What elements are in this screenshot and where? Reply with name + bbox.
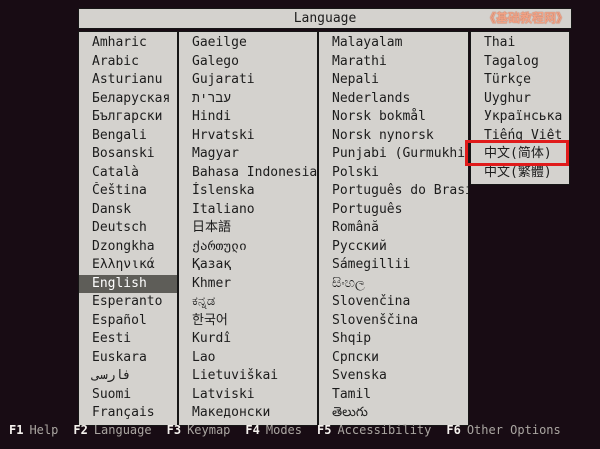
fkey-item-f5[interactable]: F5 Accessibility: [317, 423, 431, 437]
language-item[interactable]: Bengali: [92, 127, 147, 143]
language-item[interactable]: Magyar: [192, 146, 239, 161]
language-item[interactable]: Norsk nynorsk: [332, 127, 434, 143]
dialog-title: Language: [293, 11, 357, 26]
language-item[interactable]: Nepali: [332, 72, 379, 87]
language-item[interactable]: Bahasa Indonesia: [192, 164, 317, 180]
fkey-label: Accessibility: [337, 423, 432, 437]
fkey-label: Language: [93, 423, 152, 437]
language-item[interactable]: Português do Brasil: [332, 183, 468, 198]
function-key-bar: F1 Help F2 Language F3 Keymap F4 Modes F5 Accessi…: [9, 423, 599, 437]
language-item[interactable]: සිංහල: [332, 275, 365, 291]
fkey-key: F5: [317, 423, 332, 437]
language-item[interactable]: Galego: [192, 53, 239, 69]
language-item[interactable]: ქართული: [192, 238, 247, 254]
language-item[interactable]: Türkçe: [484, 72, 531, 87]
language-item[interactable]: Hindi: [192, 109, 232, 124]
fkey-key: F4: [245, 423, 260, 437]
language-item[interactable]: Amharic: [92, 35, 147, 50]
language-item[interactable]: English: [79, 274, 177, 293]
language-item[interactable]: Tagalog: [484, 53, 539, 69]
language-item[interactable]: Русский: [332, 238, 387, 254]
language-item[interactable]: 中文(繁體): [484, 164, 552, 180]
language-item[interactable]: Tiếng Việt: [484, 127, 563, 143]
language-item[interactable]: Gaeilge: [192, 35, 247, 50]
language-item[interactable]: Português: [332, 201, 403, 217]
language-item[interactable]: Svenska: [332, 368, 387, 383]
language-item[interactable]: Euskara: [92, 349, 147, 365]
language-item[interactable]: Deutsch: [92, 220, 147, 235]
language-item[interactable]: Thai: [484, 35, 516, 50]
language-column-3: Malayalam Marathi Nepali Nederlands Norsk bo…: [318, 31, 469, 426]
language-item[interactable]: 日本語: [192, 220, 232, 235]
language-item[interactable]: Tamil: [332, 386, 372, 402]
language-column-4: Thai Tagalog Türkçe Uyghur Українська Tiếng V…: [470, 31, 570, 185]
language-item[interactable]: Íslenska: [192, 183, 255, 198]
language-item[interactable]: Polski: [332, 164, 379, 180]
language-item[interactable]: Español: [92, 312, 147, 328]
language-item[interactable]: Marathi: [332, 53, 387, 69]
language-item[interactable]: Gujarati: [192, 72, 255, 87]
language-item[interactable]: Eesti: [92, 331, 132, 346]
language-item[interactable]: Қазақ: [192, 257, 232, 272]
language-item[interactable]: Uyghur: [484, 90, 531, 106]
language-item[interactable]: Čeština: [92, 183, 147, 198]
language-item[interactable]: Српски: [332, 349, 379, 365]
fkey-key: F3: [166, 423, 182, 437]
language-item[interactable]: Malayalam: [332, 35, 403, 50]
language-item[interactable]: Slovenčina: [332, 294, 411, 309]
language-item[interactable]: Українська: [484, 109, 563, 124]
fkey-label: Other Options: [466, 423, 561, 437]
fkey-key: F6: [446, 423, 461, 437]
fkey-item-f3[interactable]: F3 Keymap: [167, 423, 231, 437]
language-item[interactable]: ಕನ್ನಡ: [192, 294, 216, 309]
language-item[interactable]: Khmer: [192, 275, 232, 291]
fkey-label: Modes: [265, 423, 302, 437]
fkey-key: F1: [9, 423, 24, 437]
language-item[interactable]: Asturianu: [92, 72, 163, 87]
language-column-1: Amharic Arabic Asturianu Беларуская Българск…: [78, 31, 178, 426]
language-item[interactable]: فارسی: [92, 368, 132, 383]
language-item[interactable]: Română: [332, 220, 379, 235]
fkey-key: F2: [73, 423, 88, 437]
language-item[interactable]: עברית: [192, 90, 232, 106]
watermark-text: 《基础教程网》: [483, 11, 568, 25]
language-item[interactable]: 中文(简体): [484, 146, 552, 161]
language-item[interactable]: Hrvatski: [192, 127, 255, 143]
language-item[interactable]: Punjabi (Gurmukhi): [332, 146, 468, 161]
language-item[interactable]: Latviski: [192, 386, 255, 402]
language-item[interactable]: Slovenščina: [332, 312, 419, 328]
fkey-label: Keymap: [187, 423, 231, 437]
language-item[interactable]: Italiano: [192, 201, 255, 217]
language-item[interactable]: Lao: [192, 349, 216, 365]
language-item[interactable]: Norsk bokmål: [332, 109, 426, 124]
language-item[interactable]: Nederlands: [332, 90, 411, 106]
language-column-2: Gaeilge Galego Gujarati עברית Hindi Hrvatski M…: [178, 31, 318, 426]
fkey-item-f1[interactable]: F1 Help: [9, 423, 58, 437]
language-item[interactable]: Български: [92, 109, 163, 124]
language-item[interactable]: తెలుగు: [332, 405, 368, 420]
fkey-label: Help: [29, 423, 59, 437]
language-item[interactable]: Македонски: [192, 405, 271, 420]
language-item[interactable]: Dzongkha: [92, 238, 155, 254]
language-item[interactable]: Esperanto: [92, 294, 163, 309]
fkey-item-f4[interactable]: F4 Modes: [245, 423, 302, 437]
language-item[interactable]: Català: [92, 164, 139, 180]
fkey-item-f6[interactable]: F6 Other Options: [446, 423, 560, 437]
language-item[interactable]: Беларуская: [92, 90, 171, 106]
language-item[interactable]: Bosanski: [92, 146, 155, 161]
language-item[interactable]: Suomi: [92, 386, 132, 402]
language-item[interactable]: 한국어: [192, 312, 228, 328]
language-item[interactable]: Arabic: [92, 53, 139, 69]
fkey-item-f2[interactable]: F2 Language: [73, 423, 151, 437]
language-item[interactable]: Shqip: [332, 331, 372, 346]
language-item[interactable]: Français: [92, 405, 155, 420]
language-item[interactable]: Lietuviškai: [192, 368, 279, 383]
language-item[interactable]: Dansk: [92, 201, 132, 217]
language-item[interactable]: Sámegillii: [332, 257, 411, 272]
language-item[interactable]: Kurdî: [192, 331, 232, 346]
language-item[interactable]: Ελληνικά: [92, 257, 155, 272]
language-dialog-titlebar: Language 《基础教程网》: [78, 8, 572, 29]
